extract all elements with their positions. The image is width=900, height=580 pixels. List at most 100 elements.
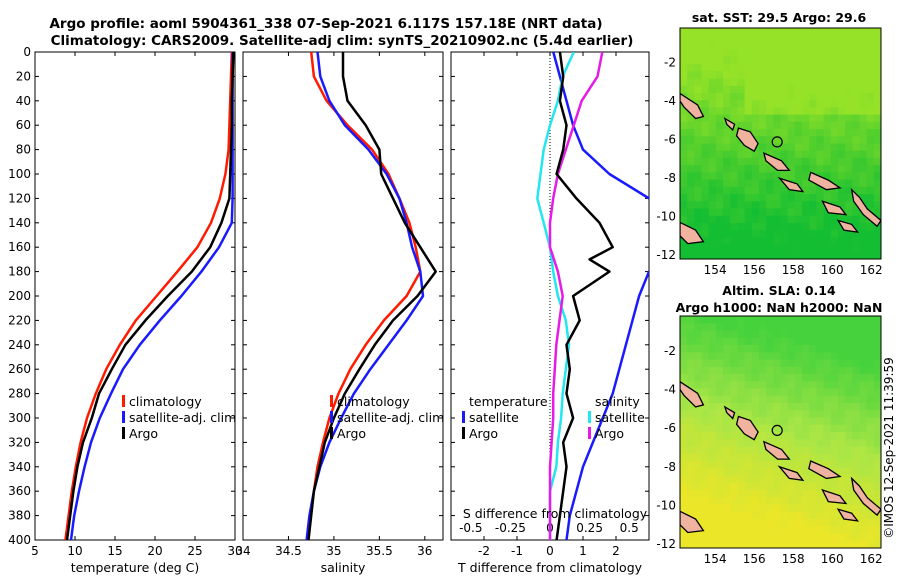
legend-swatch-t-satellite — [462, 411, 465, 423]
map-cell — [845, 526, 853, 535]
map-cell — [859, 85, 868, 94]
map-cell — [780, 395, 789, 404]
map-cell — [823, 42, 832, 51]
map-cell — [708, 186, 717, 195]
map-cell — [794, 490, 803, 498]
map-cell — [787, 497, 796, 506]
map-cell — [744, 323, 753, 332]
map-cell — [802, 482, 810, 491]
map-cell — [715, 56, 724, 65]
map-cell — [802, 114, 810, 123]
map-cell — [708, 526, 717, 535]
map-cell — [845, 475, 853, 484]
map-cell — [759, 337, 767, 346]
map-cell — [816, 511, 825, 520]
xtick-label: 20 — [147, 544, 162, 558]
map-cell — [787, 526, 796, 535]
map-cell — [751, 519, 760, 527]
map-cell — [759, 28, 767, 36]
map-cell — [766, 186, 774, 195]
map-cell — [701, 504, 710, 513]
map-cell — [730, 511, 739, 520]
map-cell — [823, 381, 832, 390]
map-cell — [701, 194, 710, 202]
map-cell — [837, 446, 846, 455]
map-cell — [852, 93, 861, 101]
map-cell — [787, 504, 796, 513]
map-cell — [837, 237, 846, 246]
ytick-label: 100 — [8, 167, 31, 181]
map-cell — [723, 475, 731, 484]
map-cell — [730, 395, 739, 404]
map-cell — [802, 35, 810, 43]
map-cell — [873, 446, 881, 455]
map-cell — [730, 114, 739, 123]
map-cell — [823, 461, 832, 469]
map-ytick-label: -10 — [656, 498, 676, 512]
map-cell — [737, 208, 746, 217]
map-cell — [780, 100, 789, 108]
map-cell — [866, 526, 875, 535]
map-cell — [694, 345, 703, 353]
map-cell — [715, 359, 724, 368]
map-cell — [751, 194, 760, 202]
map-cell — [830, 136, 839, 145]
map-cell — [737, 410, 746, 419]
map-cell — [737, 533, 746, 542]
map-cell — [744, 64, 753, 72]
map-cell — [809, 410, 817, 419]
map-cell — [773, 56, 782, 65]
map-cell — [816, 540, 825, 548]
map-cell — [794, 540, 803, 548]
map-cell — [730, 446, 739, 455]
map-xtick-label: 154 — [704, 263, 727, 277]
map-cell — [694, 446, 703, 455]
map-cell — [715, 388, 724, 397]
map-cell — [873, 345, 881, 353]
map-cell — [859, 28, 868, 36]
island — [777, 465, 805, 482]
map-cell — [837, 381, 846, 390]
map-cell — [708, 388, 717, 397]
map-cell — [723, 388, 731, 397]
map-cell — [759, 432, 767, 440]
map-cell — [794, 410, 803, 419]
map-cell — [830, 482, 839, 491]
map-cell — [837, 114, 846, 123]
map-cell — [852, 85, 861, 94]
map-cell — [694, 490, 703, 498]
map-cell — [809, 107, 817, 116]
map-cell — [737, 251, 746, 259]
map-cell — [766, 330, 774, 339]
map-cell — [794, 85, 803, 94]
map-cell — [794, 439, 803, 448]
map-cell — [837, 504, 846, 513]
map-cell — [751, 497, 760, 506]
top-xtick-label: 0.5 — [620, 521, 639, 535]
map-cell — [708, 42, 717, 51]
map-cell — [837, 64, 846, 72]
map-cell — [837, 540, 846, 548]
map-cell — [759, 511, 767, 520]
map-cell — [852, 100, 861, 108]
map-cell — [708, 468, 717, 477]
map-cell — [694, 35, 703, 43]
map-cell — [787, 345, 796, 353]
map-cell — [830, 345, 839, 353]
map-cell — [780, 35, 789, 43]
map-cell — [723, 316, 731, 324]
map-cell — [787, 121, 796, 130]
map-cell — [730, 352, 739, 361]
map-cell — [866, 100, 875, 108]
ytick-label: 220 — [8, 313, 31, 327]
map-cell — [680, 540, 688, 548]
map-cell — [766, 352, 774, 361]
map-cell — [701, 533, 710, 542]
map-cell — [859, 143, 868, 152]
map-cell — [759, 172, 767, 181]
map-cell — [759, 519, 767, 527]
map-cell — [794, 417, 803, 426]
map-cell — [737, 121, 746, 130]
map-cell — [809, 179, 817, 188]
map-cell — [802, 143, 810, 152]
